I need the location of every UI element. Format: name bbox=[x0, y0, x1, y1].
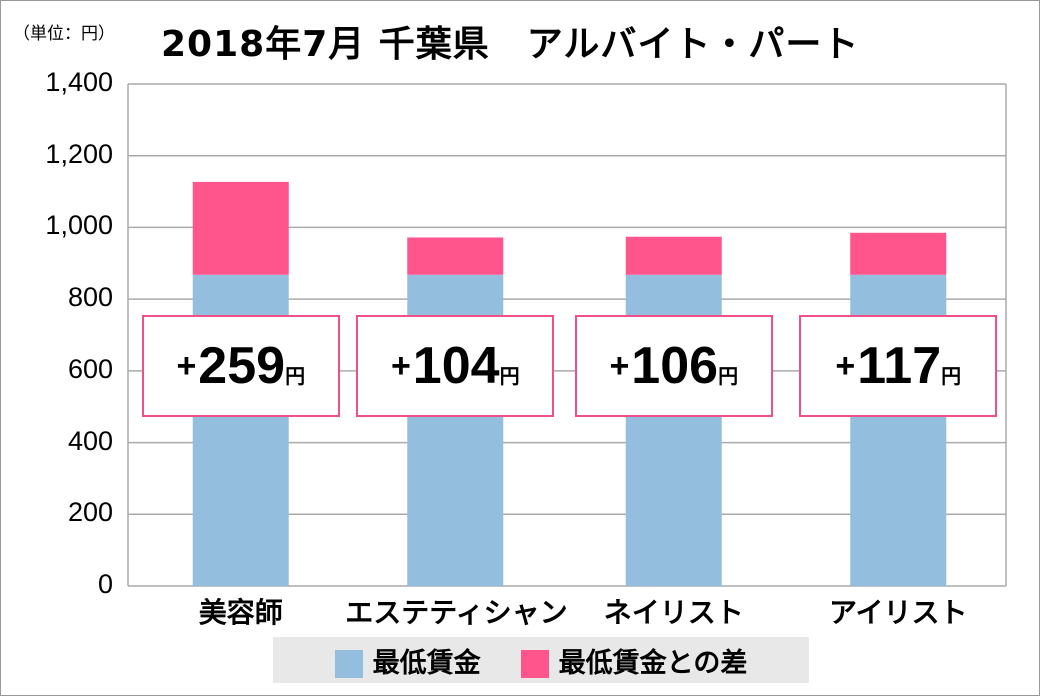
y-tick-label: 800 bbox=[67, 282, 113, 313]
diff-label-value: 117 bbox=[857, 337, 942, 395]
legend-swatch bbox=[520, 650, 549, 678]
chart-title: 2018年7月 千葉県 アルバイト・パート bbox=[161, 24, 860, 65]
bar-diff bbox=[625, 236, 722, 275]
diff-label-unit: 円 bbox=[285, 365, 306, 388]
diff-label-unit: 円 bbox=[718, 365, 739, 388]
diff-label: +104 円 bbox=[356, 315, 555, 417]
legend: 最低賃金 最低賃金との差 bbox=[273, 637, 809, 683]
legend-item-diff: 最低賃金との差 bbox=[520, 641, 748, 680]
x-tick-label: アイリスト bbox=[828, 596, 968, 629]
bar-diff bbox=[407, 237, 504, 275]
x-tick-label: エステティシャン bbox=[345, 596, 568, 629]
diff-label-unit: 円 bbox=[499, 365, 520, 388]
y-tick-label: 600 bbox=[67, 353, 113, 384]
y-tick-label: 200 bbox=[67, 497, 113, 528]
diff-label-unit: 円 bbox=[941, 365, 962, 388]
diff-label-sign: + bbox=[835, 346, 856, 385]
bar-diff bbox=[192, 181, 289, 275]
diff-label-value: 259 bbox=[198, 337, 286, 395]
y-tick-label: 0 bbox=[97, 569, 113, 599]
legend-item-min-wage: 最低賃金 bbox=[334, 641, 481, 680]
x-tick-label: 美容師 bbox=[198, 596, 283, 629]
x-tick-label: ネイリスト bbox=[603, 596, 744, 629]
diff-label-value: 104 bbox=[412, 337, 500, 395]
legend-label: 最低賃金との差 bbox=[558, 647, 748, 679]
legend-label: 最低賃金 bbox=[372, 647, 481, 679]
y-tick-label: 1,200 bbox=[45, 138, 113, 169]
diff-label-sign: + bbox=[609, 346, 630, 385]
diff-label-sign: + bbox=[390, 346, 411, 385]
diff-label: +117 円 bbox=[799, 315, 998, 417]
diff-label-value: 106 bbox=[631, 337, 719, 395]
unit-label: （単位：円） bbox=[13, 24, 115, 44]
diff-label-sign: + bbox=[176, 346, 197, 385]
y-tick-label: 1,000 bbox=[45, 210, 113, 241]
y-tick-label: 400 bbox=[67, 425, 113, 456]
legend-swatch bbox=[334, 650, 363, 678]
bar-diff bbox=[850, 232, 947, 275]
y-tick-label: 1,400 bbox=[45, 67, 113, 97]
diff-label: +106 円 bbox=[574, 315, 773, 417]
diff-label: +259 円 bbox=[141, 315, 340, 417]
